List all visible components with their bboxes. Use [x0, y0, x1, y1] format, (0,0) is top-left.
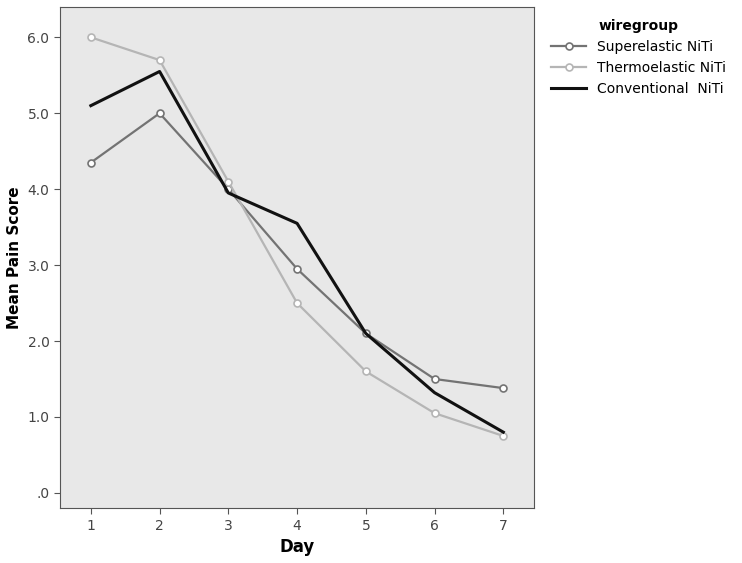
- Y-axis label: Mean Pain Score: Mean Pain Score: [7, 186, 22, 329]
- Legend: Superelastic NiTi, Thermoelastic NiTi, Conventional  NiTi: Superelastic NiTi, Thermoelastic NiTi, C…: [546, 14, 732, 102]
- X-axis label: Day: Day: [280, 538, 315, 556]
